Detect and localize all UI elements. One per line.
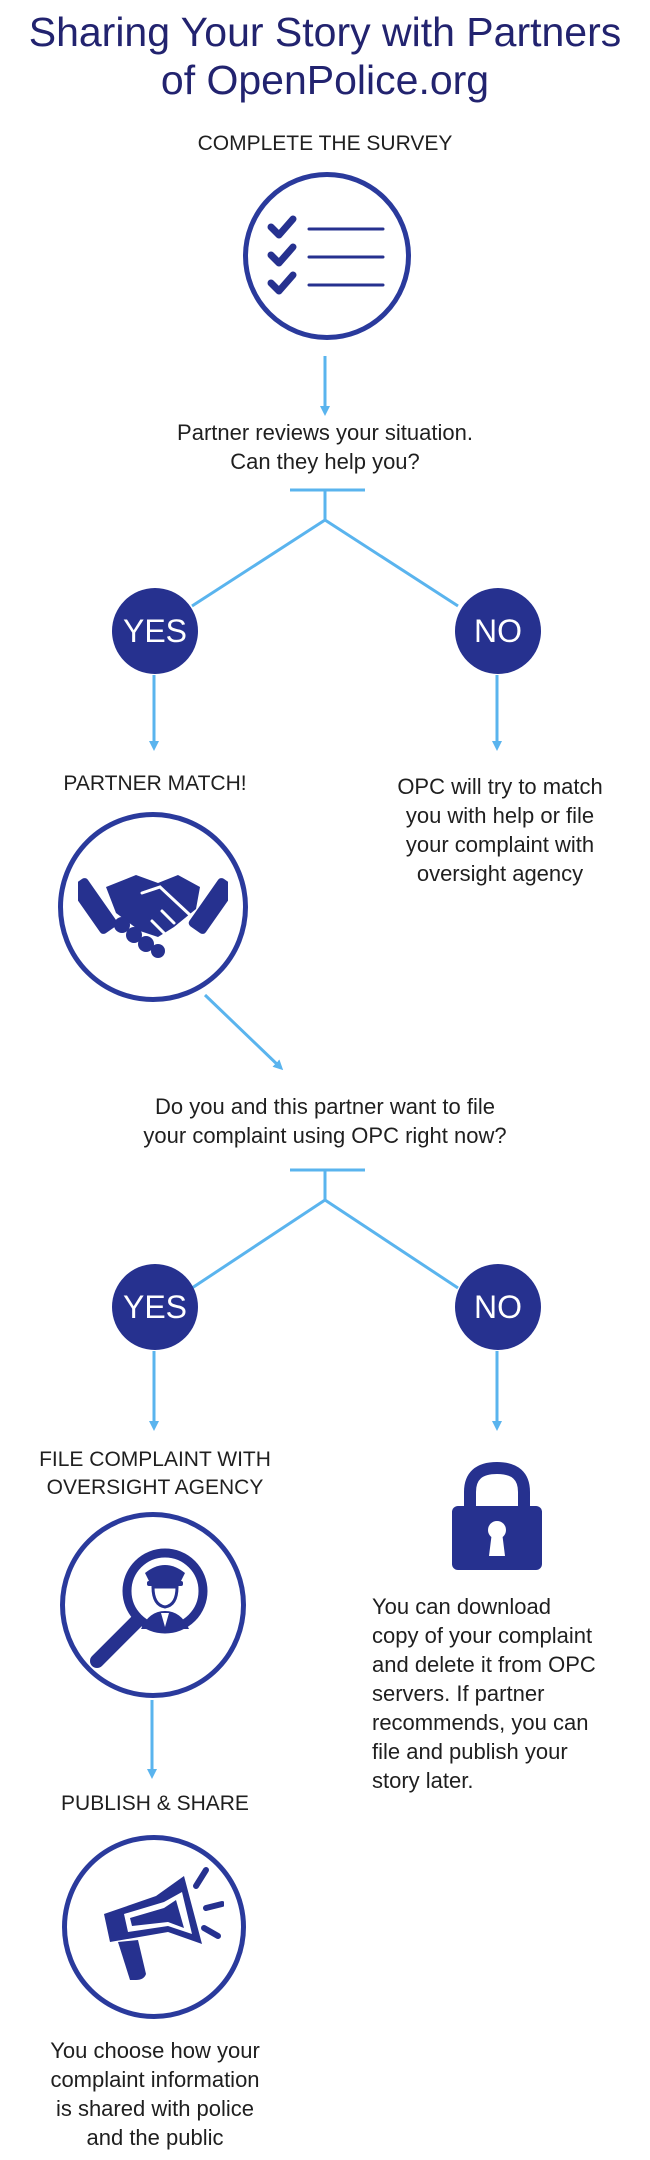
- publish-label: PUBLISH & SHARE: [61, 1792, 249, 1815]
- yes-badge-2: YES: [112, 1264, 198, 1350]
- publish-text: You choose how your complaint informatio…: [50, 2038, 260, 2150]
- handshake-icon: [58, 812, 248, 1002]
- arrow-handshake-to-file-question: [203, 993, 284, 1071]
- partner-match-label: PARTNER MATCH!: [63, 772, 247, 795]
- branch-right-2: [324, 1198, 459, 1290]
- no-badge-1: NO: [455, 588, 541, 674]
- padlock-icon: [452, 1462, 542, 1570]
- yes-badge-1: YES: [112, 588, 198, 674]
- branch-right-1: [324, 518, 459, 608]
- survey-label: COMPLETE THE SURVEY: [197, 132, 453, 155]
- page-title: Sharing Your Story with Partners of Open…: [28, 9, 622, 103]
- branch-left-2: [191, 1198, 326, 1290]
- magnifier-officer-icon: [60, 1512, 246, 1698]
- no-match-text: OPC will try to match you with help or f…: [397, 774, 603, 886]
- no-badge-2: NO: [455, 1264, 541, 1350]
- megaphone-icon: [62, 1835, 246, 2019]
- file-complaint-label: FILE COMPLAINT WITH OVERSIGHT AGENCY: [39, 1448, 271, 1499]
- file-question: Do you and this partner want to file you…: [143, 1094, 507, 1148]
- review-question: Partner reviews your situation. Can they…: [177, 420, 473, 474]
- checklist-icon: [243, 172, 411, 340]
- download-text: You can download copy of your complaint …: [372, 1594, 596, 1793]
- branch-left-1: [191, 518, 326, 608]
